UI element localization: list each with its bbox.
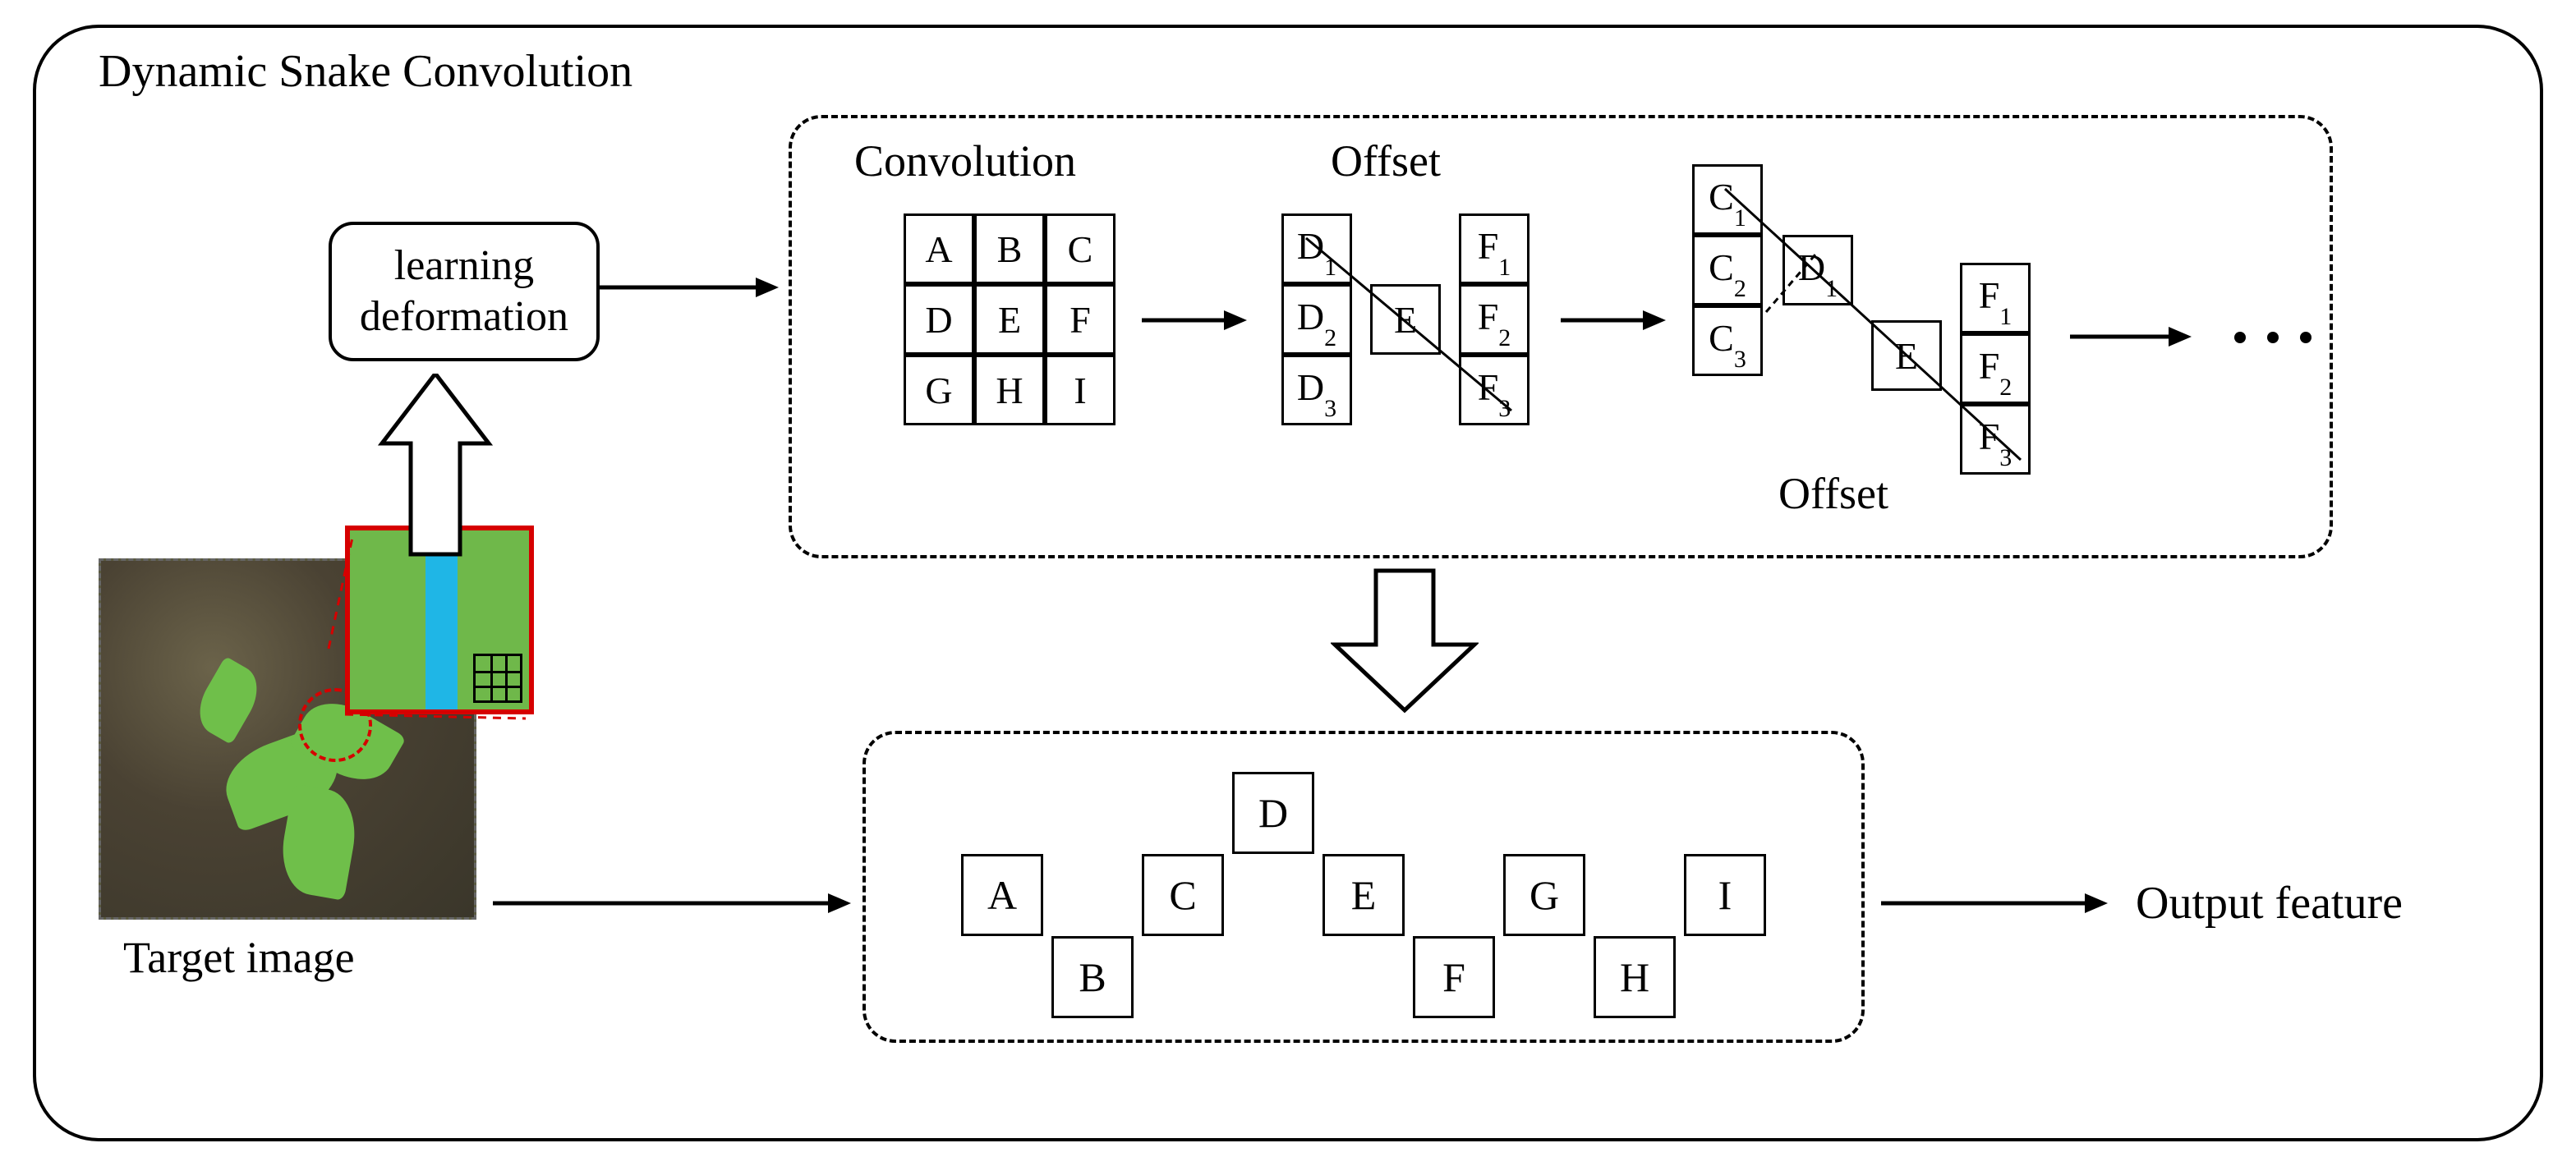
arrow-target-to-bottom [493,887,854,920]
target-image-caption: Target image [123,932,355,983]
offset2-cell: F1 [1960,263,2031,333]
grid-cell: B [974,213,1045,284]
grid-cell: H [974,355,1045,425]
label-offset-2: Offset [1778,468,1888,519]
offset1-cell: F1 [1459,213,1530,284]
offset2-cell: C1 [1692,164,1763,235]
offset1-center: E [1370,284,1441,355]
label-offset-1: Offset [1331,135,1441,186]
snake-cell: H [1594,936,1676,1018]
diagram-title: Dynamic Snake Convolution [99,45,632,98]
arrow-grid-to-offset1 [1142,304,1249,337]
grid-cell: I [1045,355,1116,425]
learning-line1: learning [360,241,568,292]
arrow-learning-to-panel [600,271,780,304]
ellipsis-dot [2267,332,2279,343]
learning-line2: deformation [360,292,568,342]
hollow-up-arrow [378,374,493,558]
grid-cell: F [1045,284,1116,355]
offset1-cell: F2 [1459,284,1530,355]
grid-cell: G [904,355,974,425]
ellipsis-dot [2234,332,2246,343]
offset1-cell: D1 [1281,213,1352,284]
offset2-cell: D1 [1782,235,1853,305]
snake-cell: B [1051,936,1134,1018]
arrow-offset1-to-offset2 [1561,304,1668,337]
snake-cell: F [1413,936,1495,1018]
grid-cell: E [974,284,1045,355]
inset-kernel-grid [473,654,522,703]
grid-cell: C [1045,213,1116,284]
offset2-cell: C2 [1692,235,1763,305]
offset1-cell: D3 [1281,355,1352,425]
snake-cell: G [1503,854,1585,936]
snake-cell: I [1684,854,1766,936]
label-convolution: Convolution [854,135,1076,186]
snake-cell: C [1142,854,1224,936]
snake-cell: D [1232,772,1314,854]
offset2-cell: F3 [1960,404,2031,475]
output-feature-label: Output feature [2136,877,2403,930]
grid-cell: A [904,213,974,284]
offset2-center: E [1871,320,1942,391]
grid-cell: D [904,284,974,355]
arrow-bottom-to-output [1881,887,2111,920]
offset1-cell: F3 [1459,355,1530,425]
learning-deformation-box: learning deformation [329,222,600,361]
offset1-cell: D2 [1281,284,1352,355]
snake-cell: A [961,854,1043,936]
offset2-cell: C3 [1692,305,1763,376]
snake-cell: E [1322,854,1405,936]
ellipsis-dot [2300,332,2312,343]
offset2-cell: F2 [1960,333,2031,404]
arrow-offset2-to-ellipsis [2070,320,2193,353]
hollow-down-arrow [1331,567,1479,714]
